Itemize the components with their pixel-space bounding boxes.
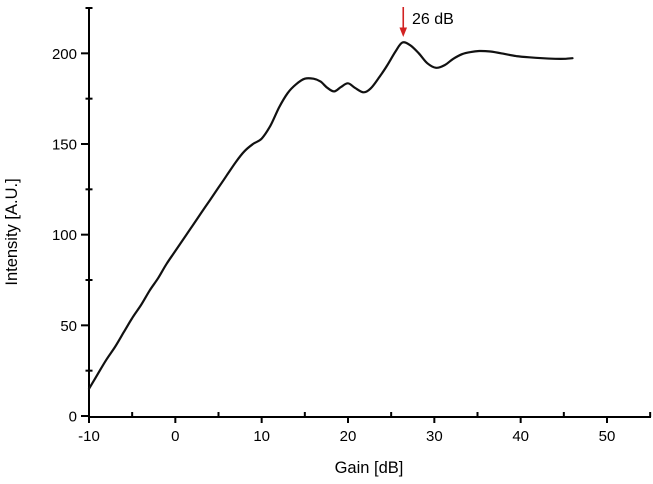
x-axis-title: Gain [dB] [335,459,404,477]
y-tick-label: 150 [52,137,77,154]
y-axis-title: Intensity [A.U.] [3,178,21,285]
y-tick-label: 200 [52,46,77,63]
x-tick-label: 40 [512,428,529,445]
data-curve [87,41,574,390]
annotation-label: 26 dB [412,11,454,28]
y-tick-label: 0 [69,409,77,426]
x-tick-label: 50 [599,428,616,445]
x-tick-label: 10 [253,428,270,445]
annotation-arrow-head [399,27,408,37]
y-tick-label: 100 [52,227,77,244]
x-tick-label: 30 [426,428,443,445]
x-tick-label: 0 [171,428,179,445]
x-tick-label: -10 [78,428,100,445]
y-tick-label: 50 [60,318,77,335]
x-tick-label: 20 [340,428,357,445]
